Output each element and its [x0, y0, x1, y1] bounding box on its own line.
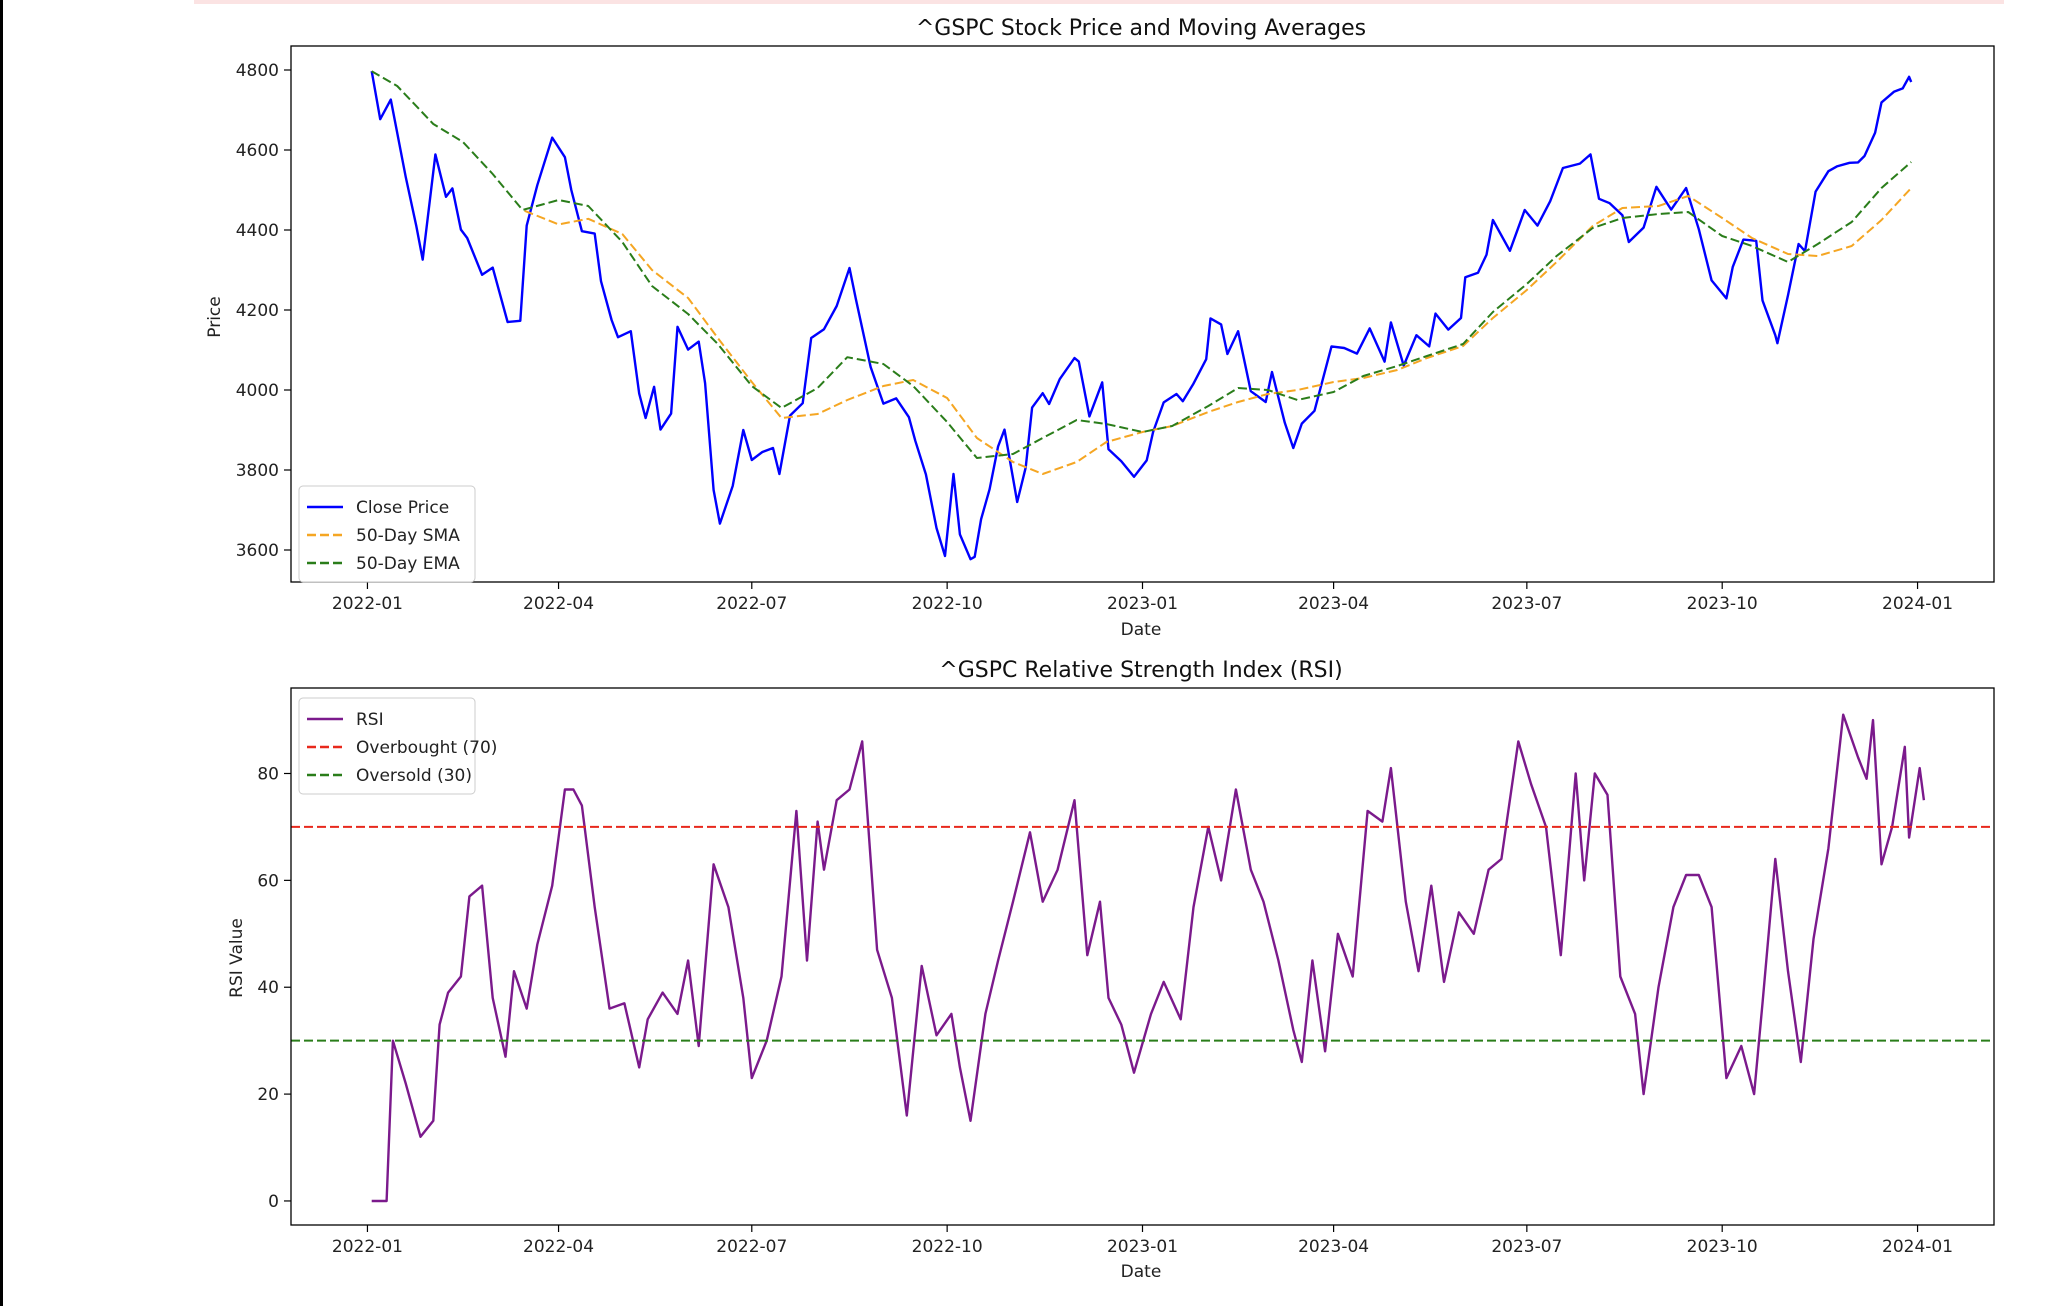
price-x-tick-label: 2022-07: [716, 594, 787, 614]
price-chart-title: ^GSPC Stock Price and Moving Averages: [916, 16, 1366, 41]
rsi-panel: ^GSPC Relative Strength Index (RSI) Date…: [227, 658, 1995, 1282]
window-left-border: [0, 0, 3, 1306]
rsi-y-tick-label: 80: [257, 764, 279, 784]
price-x-tick-label: 2022-10: [912, 594, 983, 614]
price-y-tick-label: 3800: [236, 461, 279, 481]
rsi-y-tick-label: 60: [257, 871, 279, 891]
price-y-tick-label: 4000: [236, 381, 279, 401]
rsi-x-tick-label: 2023-04: [1298, 1237, 1369, 1257]
rsi-legend-box: [298, 697, 476, 795]
rsi-y-tick-label: 40: [257, 978, 279, 998]
rsi-x-tick-label: 2023-01: [1107, 1237, 1178, 1257]
rsi-x-tick-label: 2024-01: [1882, 1237, 1953, 1257]
price-x-tick-label: 2024-01: [1882, 594, 1953, 614]
rsi-legend-label-oversold-30: Oversold (30): [356, 766, 472, 786]
price-panel: ^GSPC Stock Price and Moving Averages Da…: [205, 16, 1995, 640]
rsi-y-axis-label: RSI Value: [227, 918, 247, 998]
rsi-x-tick-label: 2023-10: [1687, 1237, 1758, 1257]
price-x-tick-label: 2023-04: [1298, 594, 1369, 614]
rsi-y-tick-label: 0: [268, 1192, 279, 1212]
price-legend: Close Price 50-Day SMA 50-Day EMA: [298, 485, 476, 583]
price-x-axis-label: Date: [1121, 620, 1162, 640]
price-series-close-price: [370, 70, 1913, 561]
price-x-tick-label: 2022-01: [332, 594, 403, 614]
rsi-legend: RSI Overbought (70) Oversold (30): [298, 697, 497, 795]
price-x-tick-label: 2023-10: [1687, 594, 1758, 614]
price-legend-label-50-day-sma: 50-Day SMA: [356, 526, 460, 546]
rsi-x-tick-label: 2022-07: [716, 1237, 787, 1257]
price-legend-label-50-day-ema: 50-Day EMA: [356, 554, 460, 574]
rsi-x-tick-label: 2022-04: [523, 1237, 594, 1257]
rsi-plot-frame: [290, 687, 1995, 1226]
price-series-50-day-sma: [524, 187, 1912, 475]
price-y-tick-label: 4600: [236, 141, 279, 161]
cell-output-top-strip: [194, 0, 2004, 4]
rsi-series-rsi: [371, 713, 1926, 1203]
price-plot-frame: [290, 45, 1995, 583]
price-y-tick-label: 4800: [236, 61, 279, 81]
price-y-tick-label: 3600: [236, 541, 279, 561]
rsi-x-tick-label: 2022-01: [332, 1237, 403, 1257]
price-x-tick-label: 2023-07: [1491, 594, 1562, 614]
rsi-legend-label-rsi: RSI: [356, 710, 384, 730]
rsi-x-tick-label: 2023-07: [1491, 1237, 1562, 1257]
price-x-tick-label: 2023-01: [1107, 594, 1178, 614]
price-legend-box: [298, 485, 476, 583]
rsi-x-tick-label: 2022-10: [912, 1237, 983, 1257]
rsi-chart-title: ^GSPC Relative Strength Index (RSI): [939, 658, 1342, 683]
price-y-tick-label: 4400: [236, 221, 279, 241]
price-y-axis-label: Price: [205, 296, 225, 337]
rsi-y-tick-label: 20: [257, 1085, 279, 1105]
price-series-50-day-ema: [371, 70, 1912, 459]
price-x-tick-label: 2022-04: [523, 594, 594, 614]
rsi-x-axis-label: Date: [1121, 1262, 1162, 1282]
rsi-legend-label-overbought-70: Overbought (70): [356, 738, 497, 758]
price-legend-label-close-price: Close Price: [356, 498, 449, 518]
price-y-tick-label: 4200: [236, 301, 279, 321]
